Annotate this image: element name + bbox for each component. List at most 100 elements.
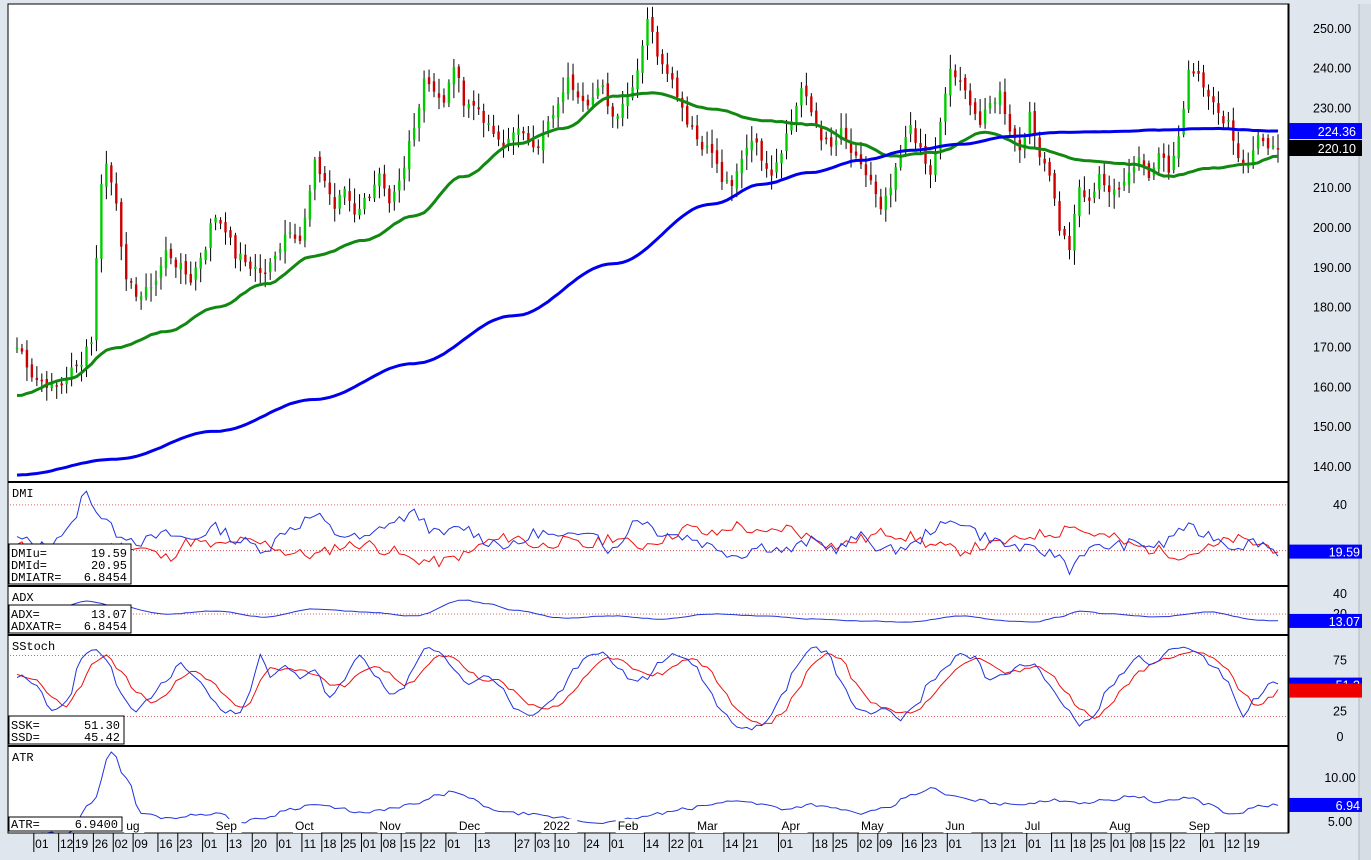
ohlc-body <box>323 173 327 181</box>
ohlc-bar <box>1207 84 1210 110</box>
ohlc-bar <box>373 170 376 203</box>
x-day-label: 22 <box>671 837 685 851</box>
ohlc-bar <box>700 135 704 156</box>
ohlc-bar <box>358 194 361 220</box>
ohlc-body <box>308 190 312 220</box>
ohlc-bar <box>1112 178 1116 209</box>
ohlc-bar <box>1073 204 1076 265</box>
ohlc-bar <box>522 126 525 141</box>
ohlc-body <box>621 103 624 118</box>
ohlc-body <box>829 137 833 147</box>
stoch_pane-value-tag <box>1289 683 1362 698</box>
ohlc-bar <box>313 156 317 201</box>
ohlc-body <box>40 379 44 382</box>
pane-readout-value: 13.07 <box>91 608 127 622</box>
x-day-label: 16 <box>904 837 918 851</box>
ohlc-body <box>358 208 361 216</box>
x-day-label: 08 <box>383 837 397 851</box>
ohlc-body <box>303 218 307 241</box>
dmi-minus-line <box>16 520 1279 568</box>
stoch-pane[interactable]: SStoch SSK= 51.30 SSD= 45.42 <box>8 640 1287 745</box>
ohlc-body <box>1043 158 1046 164</box>
x-month-label: Dec <box>459 819 480 833</box>
x-day-label: 21 <box>1003 837 1017 851</box>
ohlc-body <box>1177 136 1180 159</box>
ohlc-body <box>422 78 426 111</box>
ohlc-body <box>408 140 411 170</box>
x-day-label: 09 <box>879 837 893 851</box>
price-value-tag <box>1289 139 1362 156</box>
ohlc-body <box>686 106 689 125</box>
x-month-label-bg <box>779 819 808 833</box>
ohlc-bar <box>735 163 739 198</box>
ohlc-bar <box>1053 169 1056 206</box>
ohlc-bar <box>676 70 679 102</box>
ohlc-body <box>983 109 987 124</box>
ohlc-bar <box>894 162 897 202</box>
ohlc-bar <box>874 174 878 208</box>
ohlc-body <box>462 80 466 106</box>
ohlc-body <box>959 80 962 82</box>
pane-readout-name: SSD= <box>11 731 40 745</box>
ohlc-body <box>259 268 262 273</box>
ohlc-bar <box>323 166 327 188</box>
ohlc-body <box>1098 173 1101 190</box>
x-day-label: 01 <box>611 837 625 851</box>
ohlc-body <box>348 191 351 201</box>
x-day-label: 14 <box>646 837 660 851</box>
ohlc-body <box>1023 137 1027 150</box>
x-month-label-bg <box>858 819 887 833</box>
dmi-pane[interactable]: DMI DMIu= 19.59 DMId= 20.95 DMIATR= 6.8454 <box>8 487 1287 585</box>
atr-pane[interactable]: ATR ATR= 6.9400 <box>8 751 1279 837</box>
ohlc-bar <box>1271 136 1275 150</box>
ohlc-bar <box>363 193 366 215</box>
ohlc-body <box>115 183 118 204</box>
ohlc-bar <box>383 164 386 197</box>
ohlc-body <box>810 96 813 113</box>
ohlc-bar <box>556 97 560 128</box>
adx-pane[interactable]: ADX ADX= 13.07 ADXATR= 6.8454 <box>8 591 1287 634</box>
ohlc-body <box>964 77 967 91</box>
x-day-label: 18 <box>323 837 337 851</box>
ohlc-bar <box>909 112 912 143</box>
ohlc-bar <box>1088 189 1091 215</box>
ohlc-bar <box>55 382 58 399</box>
ohlc-bar <box>219 217 222 230</box>
ohlc-body <box>576 91 580 98</box>
ohlc-body <box>482 110 485 123</box>
ohlc-body <box>671 73 674 80</box>
ohlc-bar <box>467 99 470 118</box>
pane-readout-name: ADXATR= <box>11 620 61 634</box>
ohlc-body <box>1242 159 1245 166</box>
ohlc-bar <box>343 186 346 205</box>
ohlc-bar <box>338 189 341 215</box>
x-day-label: 24 <box>586 837 600 851</box>
x-day-label: 13 <box>229 837 243 851</box>
ohlc-bar <box>388 185 391 213</box>
ohlc-bar <box>447 79 451 108</box>
ohlc-bar <box>1103 163 1106 192</box>
pane-readout-box <box>8 543 132 585</box>
ohlc-body <box>849 142 853 153</box>
ohlc-bar <box>184 254 187 285</box>
pane-readout-name: ATR= <box>11 818 40 832</box>
ohlc-bar <box>601 79 605 95</box>
ohlc-body <box>695 125 699 140</box>
price-pane[interactable] <box>15 6 1280 477</box>
ohlc-body <box>750 140 753 151</box>
ohlc-bar <box>869 161 873 185</box>
ohlc-bar <box>1048 157 1051 182</box>
pane-readout-value: 6.8454 <box>84 620 127 634</box>
ohlc-body <box>1142 160 1146 167</box>
adx-line <box>16 599 1278 623</box>
x-day-label: 18 <box>1073 837 1087 851</box>
ohlc-bar <box>154 270 158 297</box>
ohlc-bar <box>1108 175 1111 208</box>
ohlc-body <box>844 127 848 141</box>
ohlc-bar <box>681 91 684 122</box>
ohlc-bar <box>507 127 510 152</box>
ohlc-body <box>452 67 456 85</box>
ohlc-bar <box>328 170 331 205</box>
